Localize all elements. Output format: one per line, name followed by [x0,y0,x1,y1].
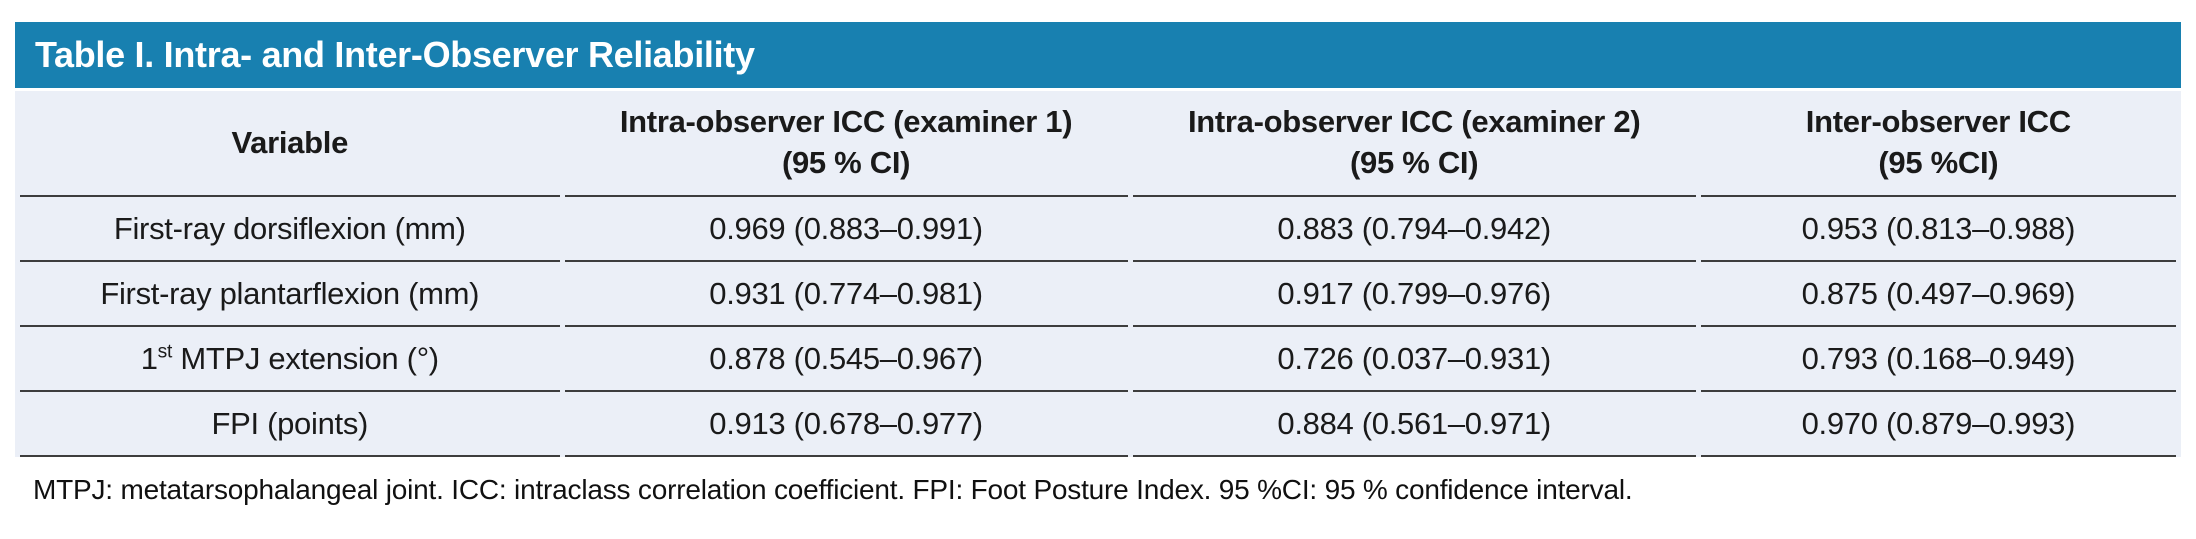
column-header-variable: Variable [20,91,560,195]
cell-inter-icc: 0.970 (0.879–0.993) [1700,390,2176,457]
table-row: First-ray plantarflexion (mm) 0.931 (0.7… [20,260,2176,325]
cell-icc-examiner-1: 0.931 (0.774–0.981) [564,260,1128,325]
column-header-intra-icc-examiner-1: Intra-observer ICC (examiner 1) (95 % CI… [565,91,1128,195]
cell-variable: First-ray plantarflexion (mm) [20,260,560,325]
cell-inter-icc: 0.793 (0.168–0.949) [1700,325,2176,390]
column-header-label: Intra-observer ICC (examiner 2) [1187,104,1641,140]
cell-icc-examiner-2: 0.884 (0.561–0.971) [1132,390,1696,457]
cell-icc-examiner-1: 0.878 (0.545–0.967) [564,325,1128,390]
cell-variable: First-ray dorsiflexion (mm) [20,195,560,260]
cell-inter-icc: 0.953 (0.813–0.988) [1700,195,2176,260]
column-header-sublabel: (95 % CI) [1350,145,1479,180]
table-row: FPI (points) 0.913 (0.678–0.977) 0.884 (… [20,390,2176,457]
header-row: Variable Intra-observer ICC (examiner 1)… [20,91,2176,195]
cell-icc-examiner-2: 0.917 (0.799–0.976) [1132,260,1696,325]
column-header-sublabel: (95 % CI) [781,145,911,180]
table-row: 1st MTPJ extension (°) 0.878 (0.545–0.96… [20,325,2176,390]
cell-icc-examiner-1: 0.913 (0.678–0.977) [564,390,1128,457]
table-title-bar: Table I. Intra- and Inter-Observer Relia… [15,22,2181,88]
variable-number: 1 [140,340,158,376]
cell-variable: 1st MTPJ extension (°) [20,325,560,390]
cell-icc-examiner-2: 0.726 (0.037–0.931) [1132,325,1696,390]
table-row: First-ray dorsiflexion (mm) 0.969 (0.883… [20,195,2176,260]
column-header-sublabel: (95 %CI) [1878,145,1999,180]
column-header-label: Variable [231,124,349,160]
cell-variable: FPI (points) [20,390,560,457]
variable-ordinal-suffix: st [157,341,173,363]
table-title: Table I. Intra- and Inter-Observer Relia… [35,34,755,75]
column-header-label: Intra-observer ICC (examiner 1) [619,104,1073,140]
column-header-intra-icc-examiner-2: Intra-observer ICC (examiner 2) (95 % CI… [1133,91,1696,195]
column-header-inter-icc: Inter-observer ICC (95 %CI) [1701,91,2176,195]
variable-rest: MTPJ extension (°) [172,340,439,376]
table-header: Variable Intra-observer ICC (examiner 1)… [20,91,2176,195]
cell-icc-examiner-2: 0.883 (0.794–0.942) [1132,195,1696,260]
cell-inter-icc: 0.875 (0.497–0.969) [1700,260,2176,325]
column-header-label: Inter-observer ICC [1805,104,2071,140]
reliability-table: Variable Intra-observer ICC (examiner 1)… [15,91,2181,457]
cell-icc-examiner-1: 0.969 (0.883–0.991) [564,195,1128,260]
table-body: First-ray dorsiflexion (mm) 0.969 (0.883… [20,195,2176,457]
table-footnote: MTPJ: metatarsophalangeal joint. ICC: in… [33,474,1633,505]
